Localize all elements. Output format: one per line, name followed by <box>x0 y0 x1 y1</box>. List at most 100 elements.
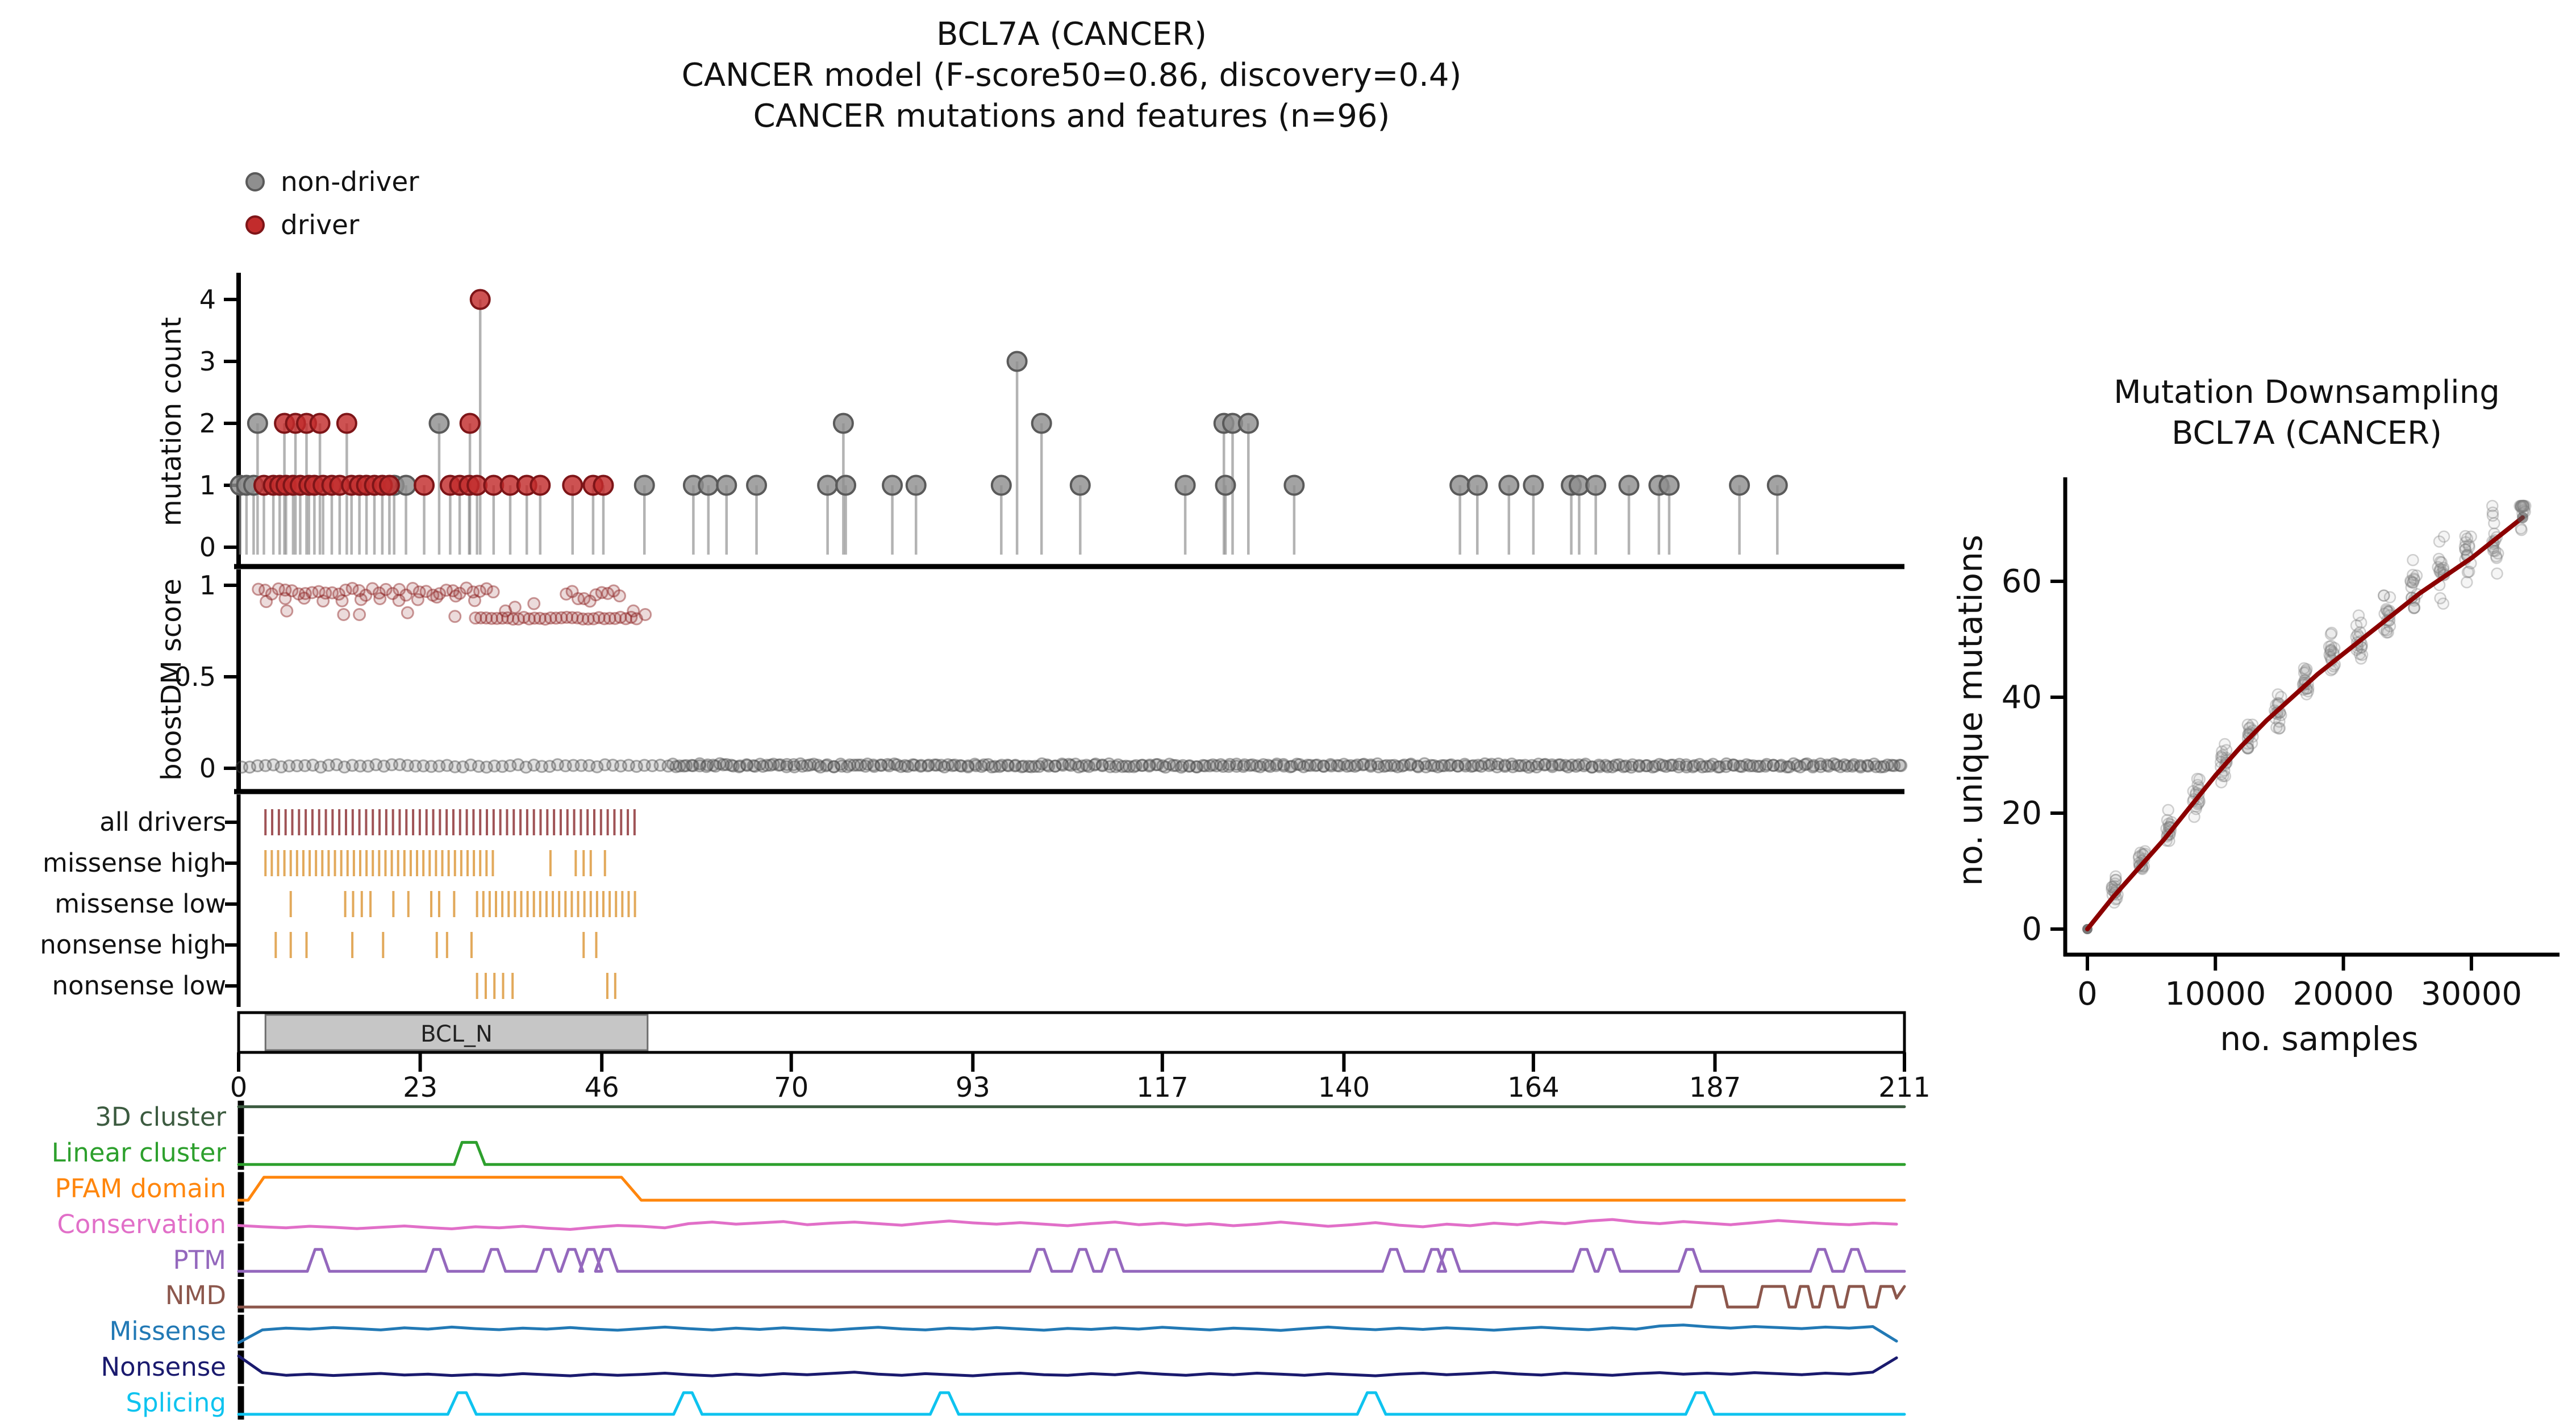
boostdm-point <box>1277 759 1291 773</box>
boostdm-point <box>527 759 541 772</box>
legend-label-driver: driver <box>281 209 360 241</box>
downsample-point <box>2383 620 2396 632</box>
downsample-point <box>2106 881 2118 893</box>
boostdm-point <box>866 758 880 772</box>
mutation-dot-nondriver <box>1523 474 1544 496</box>
boostdm-point <box>1237 758 1251 772</box>
downsample-point <box>2515 499 2528 513</box>
boostdm-point <box>637 759 651 772</box>
downsample-point <box>2462 539 2475 552</box>
downsample-point <box>2108 877 2121 890</box>
boostdm-point <box>393 758 406 772</box>
downsample-point <box>2298 667 2311 679</box>
boostdm-point <box>1829 758 1843 772</box>
boostdm-point <box>406 582 419 596</box>
downsample-point <box>2491 567 2503 580</box>
boostdm-point <box>669 760 683 773</box>
boostdm-point <box>624 610 638 624</box>
downsample-point <box>2187 785 2200 798</box>
boostdm-point <box>814 760 827 774</box>
boostdm-point <box>583 594 597 608</box>
boostdm-point <box>565 585 579 598</box>
downsample-point <box>2299 664 2312 677</box>
downsample-point <box>2139 845 2152 857</box>
boostdm-point <box>1277 757 1290 771</box>
downsample-point <box>2270 721 2283 734</box>
boostdm-point <box>377 759 391 773</box>
boostdm-point <box>587 612 601 626</box>
boostdm-point <box>1773 760 1787 773</box>
boostdm-point <box>1511 759 1525 772</box>
boostdm-point <box>1008 759 1022 773</box>
downsample-point <box>2302 685 2315 698</box>
boostdm-point <box>1569 759 1583 773</box>
boostdm-point <box>1403 758 1417 772</box>
boostdm-point <box>1418 757 1431 771</box>
boostdm-point <box>1451 759 1465 773</box>
downsample-point <box>2324 645 2337 657</box>
boostdm-point <box>1672 760 1686 774</box>
boostdm-point <box>961 759 975 773</box>
downsample-point <box>2488 517 2500 530</box>
tick-row-label-all-drivers: all drivers <box>99 807 226 837</box>
boostdm-point <box>1156 759 1169 773</box>
mutation-dot-driver <box>336 413 357 434</box>
boostdm-point <box>1619 759 1632 773</box>
boostdm-panel: 00.51 <box>174 569 1908 794</box>
downsample-point <box>2298 662 2311 675</box>
feature-label-PTM: PTM <box>173 1244 226 1275</box>
boostdm-point <box>1525 759 1539 772</box>
boostdm-point <box>1109 760 1123 773</box>
boostdm-point <box>1887 759 1901 772</box>
boostdm-point <box>426 588 440 602</box>
boostdm-point <box>693 759 707 773</box>
boostdm-point <box>1438 759 1452 772</box>
boostdm-point <box>393 582 406 596</box>
downsample-point <box>2325 626 2338 639</box>
boostdm-point <box>1317 760 1331 773</box>
downsample-point <box>2515 499 2528 513</box>
downsample-point <box>2435 556 2448 569</box>
downsample-point <box>2378 589 2390 602</box>
mutation-dot-driver <box>562 474 583 496</box>
boostdm-point <box>589 588 603 602</box>
boostdm-point <box>480 760 493 774</box>
boostdm-point <box>847 759 861 772</box>
boostdm-point <box>1666 759 1679 772</box>
boostdm-point <box>1151 758 1164 772</box>
boostdm-point <box>1552 758 1565 772</box>
boostdm-point <box>732 760 746 773</box>
boostdm-point <box>354 593 368 606</box>
boostdm-point <box>1545 760 1559 773</box>
boostdm-point <box>1206 758 1220 772</box>
boostdm-point <box>1028 760 1042 773</box>
boostdm-point <box>827 760 841 773</box>
downsample-point <box>2382 626 2394 639</box>
boostdm-point <box>1119 759 1133 773</box>
boostdm-point <box>466 585 480 599</box>
boostdm-point <box>1419 760 1433 773</box>
xaxis-tick-label: 164 <box>1507 1072 1560 1104</box>
downsample-point <box>2408 601 2420 614</box>
downsample-point <box>2461 532 2474 545</box>
boostdm-point <box>274 760 288 774</box>
downsample-point <box>2325 644 2337 657</box>
boostdm-point <box>574 759 588 772</box>
boostdm-ytick-label: 1 <box>199 570 216 601</box>
boostdm-point <box>1565 758 1579 772</box>
boostdm-point <box>766 757 780 771</box>
downsample-point <box>2381 626 2393 639</box>
downsample-point <box>2191 778 2204 792</box>
boostdm-point <box>614 610 627 624</box>
boostdm-point <box>319 586 332 600</box>
boostdm-point <box>858 759 872 773</box>
boostdm-point <box>988 760 1002 773</box>
downsample-point <box>2433 535 2446 548</box>
boostdm-point <box>1877 760 1891 773</box>
boostdm-point <box>486 585 500 599</box>
boostdm-point <box>1760 757 1774 771</box>
downsample-point <box>2408 601 2421 614</box>
feature-label-Conservation: Conservation <box>57 1209 226 1239</box>
boostdm-point <box>1055 757 1069 771</box>
mutation-dot-driver <box>469 289 491 310</box>
